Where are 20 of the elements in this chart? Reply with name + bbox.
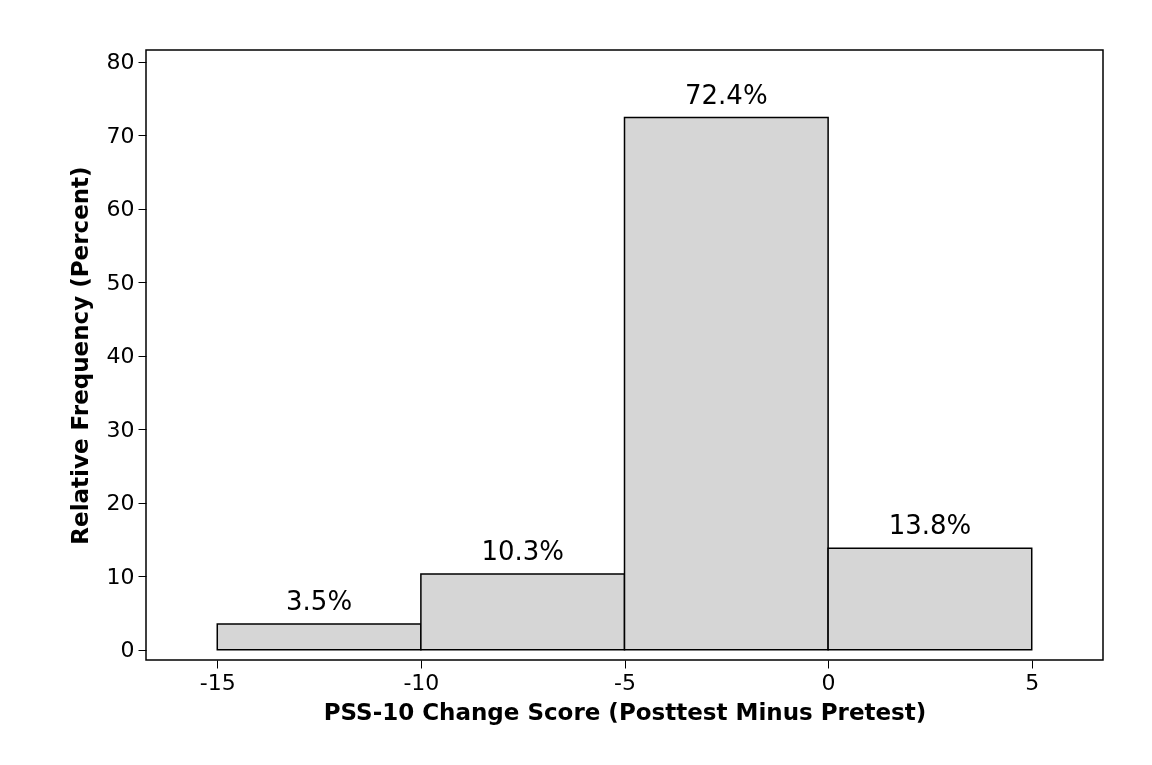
- data-label: 72.4%: [685, 79, 768, 110]
- y-tick-label: 60: [106, 196, 135, 222]
- data-label: 10.3%: [481, 536, 564, 567]
- y-tick-label: 70: [106, 122, 135, 148]
- y-tick-label: 50: [106, 269, 135, 295]
- y-tick-label: 20: [106, 490, 135, 516]
- y-tick-label: 40: [106, 343, 135, 369]
- x-tick-label: 5: [1025, 669, 1040, 695]
- y-tick-label: 0: [120, 637, 135, 663]
- x-axis-title: PSS-10 Change Score (Posttest Minus Pretest): [323, 698, 927, 725]
- x-tick-label: -10: [403, 669, 440, 695]
- y-axis-title: Relative Frequency (Percent): [66, 166, 93, 545]
- data-label: 13.8%: [888, 510, 972, 541]
- x-tick-label: -5: [614, 669, 636, 695]
- y-tick-label: 10: [106, 563, 135, 589]
- x-tick-label: 0: [821, 669, 836, 695]
- y-tick-label: 80: [106, 49, 135, 75]
- data-label: 3.5%: [286, 585, 353, 616]
- y-tick-label: 30: [106, 416, 135, 442]
- x-tick-label: -15: [199, 669, 236, 695]
